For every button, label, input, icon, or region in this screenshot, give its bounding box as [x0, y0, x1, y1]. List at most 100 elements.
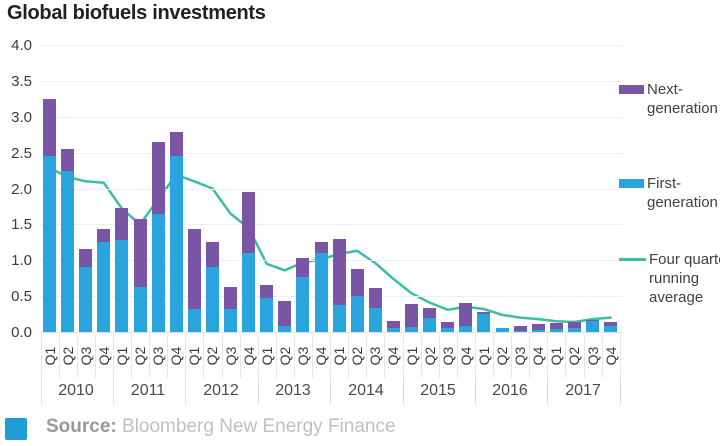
y-axis-tick-label: 4.0: [11, 37, 32, 54]
bar-next-generation: [333, 239, 346, 305]
quarter-separator: [330, 335, 331, 378]
x-axis-quarter-label: Q1: [476, 346, 492, 366]
quarter-separator: [547, 335, 548, 378]
x-axis-year-label: 2012: [203, 382, 239, 399]
y-axis-tick-label: 2.5: [11, 145, 32, 162]
bar-next-generation: [387, 321, 400, 328]
x-axis-year-label: 2016: [492, 382, 528, 399]
legend-label-next-generation: Next- generation: [647, 81, 718, 117]
x-axis-quarter-label: Q1: [186, 346, 202, 366]
x-axis-quarters: Q1 Q2 Q3 Q4 Q1 Q2 Q3 Q4 Q1 Q2 Q3 Q4 Q1 Q2 Q3 Q4 Q1 Q2 Q3 Q4…: [40, 332, 622, 379]
x-axis-quarter-label: Q3: [440, 346, 456, 366]
bar-first-generation: [423, 318, 436, 332]
bar-next-generation: [43, 99, 56, 156]
x-axis-quarter-label: Q4: [313, 346, 329, 366]
x-axis-quarter-label: Q3: [78, 346, 94, 366]
quarter-separator: [475, 335, 476, 378]
bar-first-generation: [514, 331, 527, 332]
y-axis-tick-label: 0.5: [11, 288, 32, 305]
page-title: Global biofuels investments: [7, 2, 266, 24]
bar-next-generation: [188, 229, 201, 309]
x-axis-quarter-label: Q3: [512, 346, 528, 366]
source-bar: Source: Bloomberg New Energy Finance: [0, 410, 720, 446]
x-axis-quarter-label: Q2: [132, 346, 148, 366]
bar-next-generation: [260, 285, 273, 298]
bar-next-generation: [61, 149, 74, 171]
year-separator: [113, 378, 114, 404]
x-axis-quarter-label: Q4: [530, 346, 546, 366]
plot-area: [40, 45, 622, 332]
bar-first-generation: [441, 328, 454, 332]
x-axis-quarter-label: Q1: [548, 346, 564, 366]
quarter-separator: [203, 335, 204, 378]
bar-first-generation: [604, 326, 617, 332]
x-axis-year-label: 2015: [420, 382, 456, 399]
y-axis-tick-label: 3.0: [11, 109, 32, 126]
x-axis-years: 2010 2011 2012 2013 2014 2015 2016 2017: [40, 378, 622, 404]
gridline: [40, 117, 622, 118]
x-axis-quarter-label: Q3: [295, 346, 311, 366]
bar-first-generation: [152, 214, 165, 332]
bar-first-generation: [315, 253, 328, 332]
year-separator: [185, 378, 186, 404]
legend-label-first-generation: First- generation: [647, 175, 718, 211]
bar-first-generation: [296, 277, 309, 332]
bar-first-generation: [459, 326, 472, 332]
x-axis-year-label: 2017: [565, 382, 601, 399]
running-average-line-swatch-icon: [619, 258, 646, 261]
quarter-separator: [294, 335, 295, 378]
bar-next-generation: [296, 258, 309, 277]
bar-first-generation: [369, 308, 382, 332]
quarter-separator: [167, 335, 168, 378]
quarter-separator: [584, 335, 585, 378]
quarter-separator: [457, 335, 458, 378]
quarter-separator: [276, 335, 277, 378]
x-axis-quarter-label: Q3: [585, 346, 601, 366]
bar-first-generation: [242, 253, 255, 332]
bar-next-generation: [369, 288, 382, 308]
source-text: Source: Bloomberg New Energy Finance: [46, 416, 396, 438]
x-axis-quarter-label: Q4: [241, 346, 257, 366]
gridline: [40, 153, 622, 154]
bar-next-generation: [315, 242, 328, 253]
bar-next-generation: [278, 301, 291, 326]
legend-item-next-generation: Next- generation: [619, 80, 718, 118]
bar-first-generation: [260, 298, 273, 332]
x-axis-quarter-label: Q1: [114, 346, 130, 366]
quarter-separator: [439, 335, 440, 378]
quarter-separator: [113, 335, 114, 378]
quarter-separator: [41, 335, 42, 378]
quarter-separator: [529, 335, 530, 378]
x-axis-quarter-label: Q4: [168, 346, 184, 366]
y-axis-tick-label: 1.5: [11, 216, 32, 233]
source-label: Source:: [46, 416, 117, 437]
bar-first-generation: [278, 326, 291, 332]
bar-next-generation: [152, 142, 165, 214]
gridline: [40, 81, 622, 82]
x-axis-quarter-label: Q1: [259, 346, 275, 366]
bar-next-generation: [441, 322, 454, 328]
bar-next-generation: [586, 320, 599, 321]
legend-item-running-average: Four quarter running average: [619, 250, 720, 307]
bar-next-generation: [206, 242, 219, 267]
bar-next-generation: [423, 308, 436, 318]
x-axis-quarter-label: Q2: [204, 346, 220, 366]
x-axis-quarter-label: Q4: [385, 346, 401, 366]
bar-next-generation: [604, 322, 617, 326]
bar-next-generation: [97, 229, 110, 242]
x-axis-quarter-label: Q3: [223, 346, 239, 366]
source-logo-icon: [5, 418, 27, 440]
x-axis-quarter-label: Q3: [150, 346, 166, 366]
x-axis-quarter-label: Q3: [367, 346, 383, 366]
quarter-separator: [77, 335, 78, 378]
bar-first-generation: [351, 296, 364, 332]
bar-first-generation: [115, 240, 128, 332]
quarter-separator: [312, 335, 313, 378]
x-axis-year-label: 2010: [58, 382, 94, 399]
bar-first-generation: [188, 309, 201, 332]
y-axis-tick-label: 2.0: [11, 181, 32, 198]
bar-next-generation: [115, 208, 128, 240]
quarter-separator: [131, 335, 132, 378]
bar-first-generation: [387, 328, 400, 332]
